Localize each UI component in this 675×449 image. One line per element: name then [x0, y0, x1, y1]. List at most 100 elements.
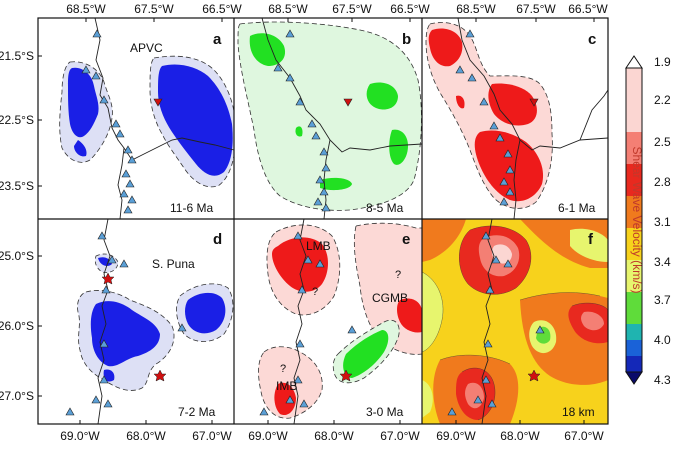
panel-e-volcanoes — [259, 231, 357, 416]
colorbar-bottom-arrow — [625, 371, 643, 385]
colorbar-tick-label: 3.7 — [654, 293, 671, 307]
panel-c: c 6-1 Ma — [422, 17, 609, 220]
panel-d: S. Puna d 7-2 Ma — [38, 218, 234, 425]
panel-d-core — [90, 301, 160, 367]
bottom-longitude-labels: 69.0°W 68.0°W 67.0°W 69.0°W 68.0°W 67.0°… — [60, 429, 604, 443]
panel-a-age: 11-6 Ma — [170, 201, 213, 215]
colorbar-tick-label: 4.3 — [654, 373, 671, 387]
panel-a-core-east — [158, 64, 233, 176]
panel-e-border-line — [293, 218, 307, 425]
lat-tick-label: 27.0°S — [0, 389, 34, 403]
volcano-marker — [127, 195, 137, 204]
panel-c-core — [474, 130, 544, 202]
volcano-marker — [495, 133, 505, 142]
panel-e-core-lmb — [272, 237, 328, 292]
panel-e-core-cgmb — [397, 298, 422, 333]
panel-f-contour-light-yellow — [570, 228, 608, 262]
panel-a: APVC a 11-6 Ma — [38, 17, 237, 220]
volcano-marker — [259, 407, 269, 416]
volcano-marker — [65, 407, 75, 416]
panel-c-cores — [428, 28, 544, 202]
volcano-marker — [91, 395, 101, 404]
lon-tick-label: 67.5°W — [332, 2, 372, 16]
volcano-marker — [321, 203, 331, 212]
contour-line — [421, 271, 444, 353]
panel-frames — [37, 17, 609, 425]
panel-f-contour-salmon — [581, 311, 604, 331]
panel-c-core — [428, 28, 463, 67]
colorbar-band — [626, 164, 642, 196]
panel-e-question-mark: ? — [395, 269, 401, 281]
lon-tick-label: 67.5°W — [516, 2, 556, 16]
volcano-marker — [107, 255, 117, 264]
volcano-marker — [481, 231, 491, 240]
panel-a-border-line-south — [117, 147, 125, 220]
colorbar-band — [626, 324, 642, 340]
panel-f-label: f — [588, 231, 594, 248]
panel-b-red-marker — [343, 98, 353, 107]
panel-e-cgmb-label: CGMB — [372, 291, 408, 305]
panel-f-border-line — [481, 218, 495, 425]
panel-c-core — [488, 83, 537, 126]
volcano-marker — [315, 259, 325, 268]
contour-line — [571, 302, 609, 311]
volcano-marker — [119, 259, 129, 268]
colorbar-tick-label: 3.1 — [654, 215, 671, 229]
volcano-marker — [295, 339, 305, 348]
top-longitude-labels: 68.5°W 67.5°W 66.5°W 68.5°W 67.5°W 66.5°… — [66, 2, 608, 16]
panel-a-volcanoes — [81, 29, 137, 214]
tick-marks — [38, 18, 595, 424]
lon-tick-label: 69.0°W — [248, 429, 288, 443]
colorbar-band — [626, 260, 642, 292]
panel-e: LMB CGMB IMB ? ? ? e 3-0 Ma — [234, 218, 423, 425]
colorbar-band — [626, 100, 642, 132]
volcano-marker — [447, 407, 457, 416]
lon-tick-label: 67.0°W — [564, 429, 604, 443]
volcano-marker — [303, 255, 313, 264]
volcano-marker — [491, 255, 501, 264]
volcano-marker — [319, 187, 329, 196]
volcano-marker — [285, 73, 295, 82]
panel-d-label: d — [213, 231, 222, 248]
volcano-marker — [103, 399, 113, 408]
volcano-marker — [92, 29, 102, 38]
volcano-marker — [467, 73, 477, 82]
colorbar-band — [626, 132, 642, 164]
panel-e-label: e — [402, 231, 410, 248]
volcano-marker — [115, 129, 125, 138]
panel-d-red-star — [101, 272, 115, 285]
volcano-marker — [177, 323, 187, 332]
volcano-marker — [123, 205, 133, 214]
latitude-labels: 21.5°S 22.5°S 23.5°S 25.0°S 26.0°S 27.0°… — [0, 49, 34, 403]
panel-c-border-line-south — [513, 139, 521, 220]
outer-frame — [37, 17, 609, 425]
panel-d-border-line — [97, 218, 111, 425]
volcano-marker — [473, 395, 483, 404]
panel-e-imb-label: IMB — [276, 379, 297, 393]
colorbar-band — [626, 228, 642, 260]
volcano-marker — [483, 339, 493, 348]
panel-e-core-imb — [274, 382, 296, 416]
volcano-marker — [503, 149, 513, 158]
volcano-marker — [499, 197, 509, 206]
volcano-marker — [499, 177, 509, 186]
lon-tick-label: 67.0°W — [380, 429, 420, 443]
panel-a-region: APVC — [130, 41, 163, 55]
volcano-marker — [81, 65, 91, 74]
volcano-marker — [285, 395, 295, 404]
lon-tick-label: 68.5°W — [66, 2, 106, 16]
panel-d-age: 7-2 Ma — [178, 405, 216, 419]
volcano-marker — [299, 399, 309, 408]
colorbar-tick-label: 1.9 — [654, 55, 671, 69]
lon-tick-label: 66.5°W — [202, 2, 242, 16]
panel-b-core — [320, 177, 352, 191]
panel-d-core — [103, 369, 115, 382]
lon-tick-label: 68.0°W — [500, 429, 540, 443]
panel-f: f 18 km — [421, 218, 609, 425]
lon-tick-label: 67.5°W — [134, 2, 174, 16]
panel-f-contour-lines — [421, 225, 609, 421]
volcano-marker — [111, 119, 121, 128]
panel-d-red-star-east — [153, 369, 167, 382]
colorbar-tick-label: 3.4 — [654, 255, 671, 269]
panel-f-red-star — [527, 369, 541, 382]
